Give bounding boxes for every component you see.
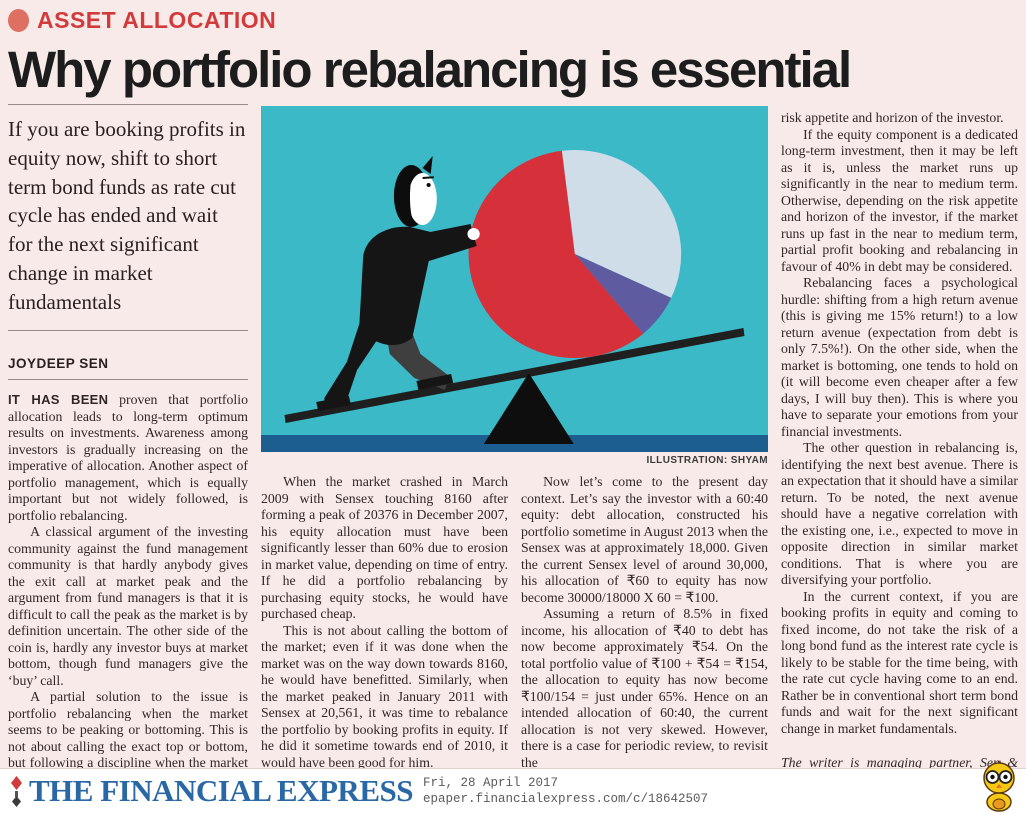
paragraph: This is not about calling the bottom of …	[261, 622, 508, 770]
paragraph: In the current context, if you are booki…	[781, 588, 1018, 736]
figure-hand	[467, 228, 480, 241]
pie-slice-lavender	[561, 150, 682, 298]
seesaw-fulcrum	[483, 373, 574, 445]
paragraph: IT HAS BEEN proven that portfolio alloca…	[8, 392, 248, 524]
figure-eye	[426, 183, 431, 188]
article-header: ASSET ALLOCATION Why portfolio rebalanci…	[0, 0, 1026, 98]
masthead-title[interactable]: THE FINANCIAL EXPRESS	[29, 773, 413, 808]
lead-in: IT HAS BEEN	[8, 392, 109, 408]
lead-rest: proven that portfolio allocation leads t…	[8, 392, 248, 523]
paragraph: Now let’s come to the present day contex…	[521, 474, 768, 605]
section-kicker: ASSET ALLOCATION	[37, 6, 277, 33]
masthead: THE FINANCIAL EXPRESS	[10, 773, 413, 809]
pushing-figure	[316, 156, 480, 412]
column-1: If you are booking profits in equity now…	[8, 102, 248, 813]
owl-mascot-icon	[983, 760, 1015, 812]
section-dot-icon	[8, 8, 29, 32]
figure-front-foot	[416, 374, 454, 391]
figure-face	[408, 173, 437, 226]
clipping-meta: Fri, 28 April 2017 epaper.financialexpre…	[423, 775, 708, 807]
paragraph: The other question in rebalancing is, id…	[781, 440, 1018, 588]
clipping-url[interactable]: epaper.financialexpress.com/c/18642507	[422, 792, 709, 806]
article-body: If you are booking profits in equity now…	[0, 102, 1026, 813]
paragraph: A classical argument of the investing co…	[8, 524, 248, 688]
column-3: Now let’s come to the present day contex…	[521, 466, 768, 771]
paragraph: When the market crashed in March 2009 wi…	[261, 474, 508, 622]
clipping-date: Fri, 28 April 2017	[422, 776, 559, 790]
paragraph: Assuming a return of 8.5% in fixed incom…	[521, 606, 768, 770]
figure-hair-tip	[422, 156, 433, 175]
paragraph: risk appetite and horizon of the investo…	[781, 110, 1004, 126]
seesaw-plank	[284, 328, 745, 424]
byline: JOYDEEP SEN	[8, 356, 109, 372]
figure-arm	[379, 224, 477, 275]
paragraph: If the equity component is a dedicated l…	[781, 126, 1018, 274]
pie-chart	[468, 150, 682, 359]
seesaw-pie-illustration	[261, 106, 768, 453]
standfirst: If you are booking profits in equity now…	[8, 104, 248, 332]
figure-hair-front	[403, 172, 414, 225]
column-4: risk appetite and horizon of the investo…	[781, 102, 1018, 787]
byline-block: JOYDEEP SEN	[8, 355, 248, 381]
pie-slice-red	[468, 150, 644, 359]
illustration-credit: ILLUSTRATION: SHYAM	[646, 455, 768, 467]
pie-slice-purple	[574, 254, 672, 334]
column-2: When the market crashed in March 2009 wi…	[261, 466, 508, 771]
illustration-image	[261, 106, 768, 453]
paragraph: Rebalancing faces a psychological hurdle…	[781, 275, 1018, 439]
epaper-footer: THE FINANCIAL EXPRESS Fri, 28 April 2017…	[0, 760, 1026, 813]
figure-back-foot	[316, 396, 351, 412]
financial-express-logo-icon	[11, 776, 22, 807]
article-headline: Why portfolio rebalancing is essential	[8, 41, 852, 98]
figure-brow	[422, 176, 434, 180]
illustration-block: ILLUSTRATION: SHYAM	[261, 102, 768, 466]
